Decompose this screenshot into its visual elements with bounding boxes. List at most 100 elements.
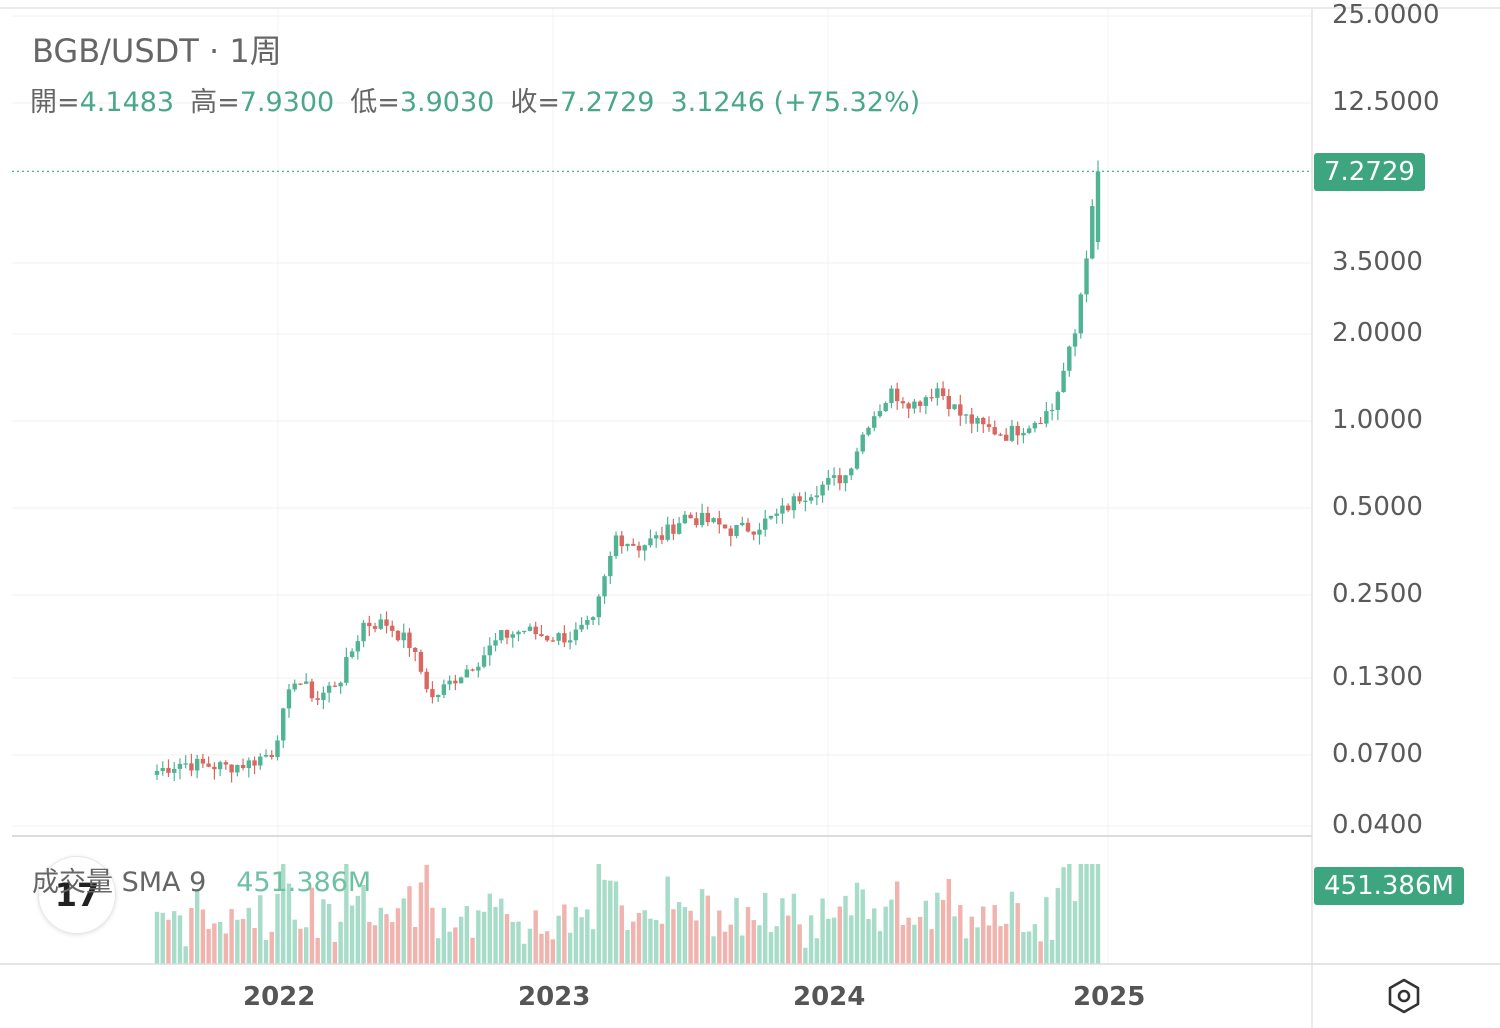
- candle-body: [430, 689, 435, 698]
- volume-bar: [1072, 901, 1078, 964]
- candle-body: [453, 680, 458, 684]
- y-tick-label: 0.0700: [1332, 739, 1423, 769]
- volume-bar: [217, 921, 223, 964]
- volume-bar: [516, 921, 521, 964]
- volume-bar: [458, 916, 464, 964]
- volume-bar: [435, 938, 441, 964]
- candle-body: [470, 669, 475, 671]
- candle-body: [401, 632, 406, 641]
- volume-bar: [275, 893, 280, 964]
- candle-body: [940, 388, 946, 397]
- volume-bar: [636, 913, 642, 964]
- candle-body: [424, 671, 429, 690]
- candle-body: [975, 417, 980, 424]
- volume-bar: [384, 914, 389, 964]
- close-label: 收=: [510, 87, 560, 118]
- volume-bar: [453, 927, 458, 964]
- candle-body: [567, 640, 573, 643]
- volume-bar: [1021, 932, 1026, 964]
- volume-bar: [923, 900, 929, 964]
- candle-body: [395, 630, 401, 641]
- settings-hexagon-icon[interactable]: [1386, 978, 1422, 1014]
- volume-bar: [992, 904, 997, 964]
- volume-bar: [252, 927, 257, 964]
- volume-bar: [338, 921, 343, 964]
- volume-bar: [470, 937, 475, 964]
- high-label: 高=: [190, 87, 240, 118]
- volume-bar: [200, 909, 206, 964]
- candle-body: [826, 477, 831, 485]
- volume-bar: [1009, 891, 1015, 964]
- candle-body: [906, 403, 911, 409]
- volume-bar: [212, 923, 217, 964]
- candle-body: [676, 523, 682, 534]
- volume-bar: [510, 921, 515, 964]
- candle-body: [642, 545, 647, 551]
- volume-bar: [619, 905, 624, 964]
- candle-body: [1021, 432, 1026, 436]
- volume-bar: [757, 925, 762, 964]
- candle-body: [476, 666, 481, 671]
- candle-body: [671, 524, 676, 534]
- candle-body: [774, 513, 779, 516]
- candle-body: [464, 669, 470, 678]
- candle-body: [929, 397, 934, 399]
- x-tick-label: 2023: [518, 982, 591, 1012]
- candle-body: [1090, 206, 1095, 259]
- volume-bar: [499, 898, 504, 964]
- candle-body: [338, 682, 343, 687]
- candle-body: [751, 531, 756, 535]
- candle-body: [619, 535, 624, 547]
- volume-bar: [263, 939, 269, 964]
- volume-bar: [797, 924, 802, 964]
- candle-body: [728, 528, 733, 536]
- candle-body: [556, 633, 561, 641]
- candle-body: [602, 576, 607, 597]
- volume-bar: [1026, 931, 1032, 964]
- volume-bar: [814, 938, 820, 964]
- candle-body: [831, 475, 837, 478]
- candle-body: [418, 651, 424, 672]
- candle-body: [223, 762, 229, 765]
- tradingview-logo-icon[interactable]: 17: [38, 856, 116, 934]
- volume-bar: [298, 928, 303, 964]
- candle-body: [682, 514, 688, 524]
- volume-bar: [321, 899, 326, 964]
- volume-bar: [464, 905, 470, 964]
- volume-bar: [533, 910, 538, 964]
- candle-body: [269, 754, 274, 758]
- candle-body: [286, 689, 292, 709]
- volume-bar: [183, 946, 188, 964]
- candle-body: [998, 434, 1003, 436]
- volume-bar: [745, 907, 751, 964]
- candle-body: [166, 767, 171, 773]
- candle-body: [969, 414, 974, 424]
- candle-body: [539, 634, 544, 636]
- volume-bar: [177, 915, 183, 964]
- candle-body: [688, 514, 693, 519]
- candle-body: [837, 475, 842, 484]
- volume-bar: [929, 929, 934, 964]
- grid-lines: [12, 8, 1312, 964]
- volume-bar: [969, 916, 974, 964]
- volume-bar: [194, 889, 200, 964]
- volume-bar: [1055, 888, 1061, 964]
- candle-body: [1055, 392, 1061, 410]
- volume-bar: [808, 915, 814, 964]
- open-label: 開=: [30, 87, 80, 118]
- volume-indicator-name: 成交量 SMA 9: [32, 867, 207, 898]
- volume-bar: [349, 905, 355, 964]
- candle-body: [694, 518, 699, 526]
- candle-body: [1061, 370, 1066, 393]
- volume-bar: [430, 907, 435, 964]
- candle-body: [516, 631, 521, 635]
- candle-body: [263, 754, 269, 757]
- volume-bar: [189, 908, 194, 964]
- volume-bar: [303, 927, 309, 964]
- candle-body: [785, 505, 791, 511]
- candle-body: [573, 629, 579, 641]
- candle-body: [447, 680, 452, 685]
- candle-body: [866, 427, 871, 435]
- candle-body: [544, 635, 550, 641]
